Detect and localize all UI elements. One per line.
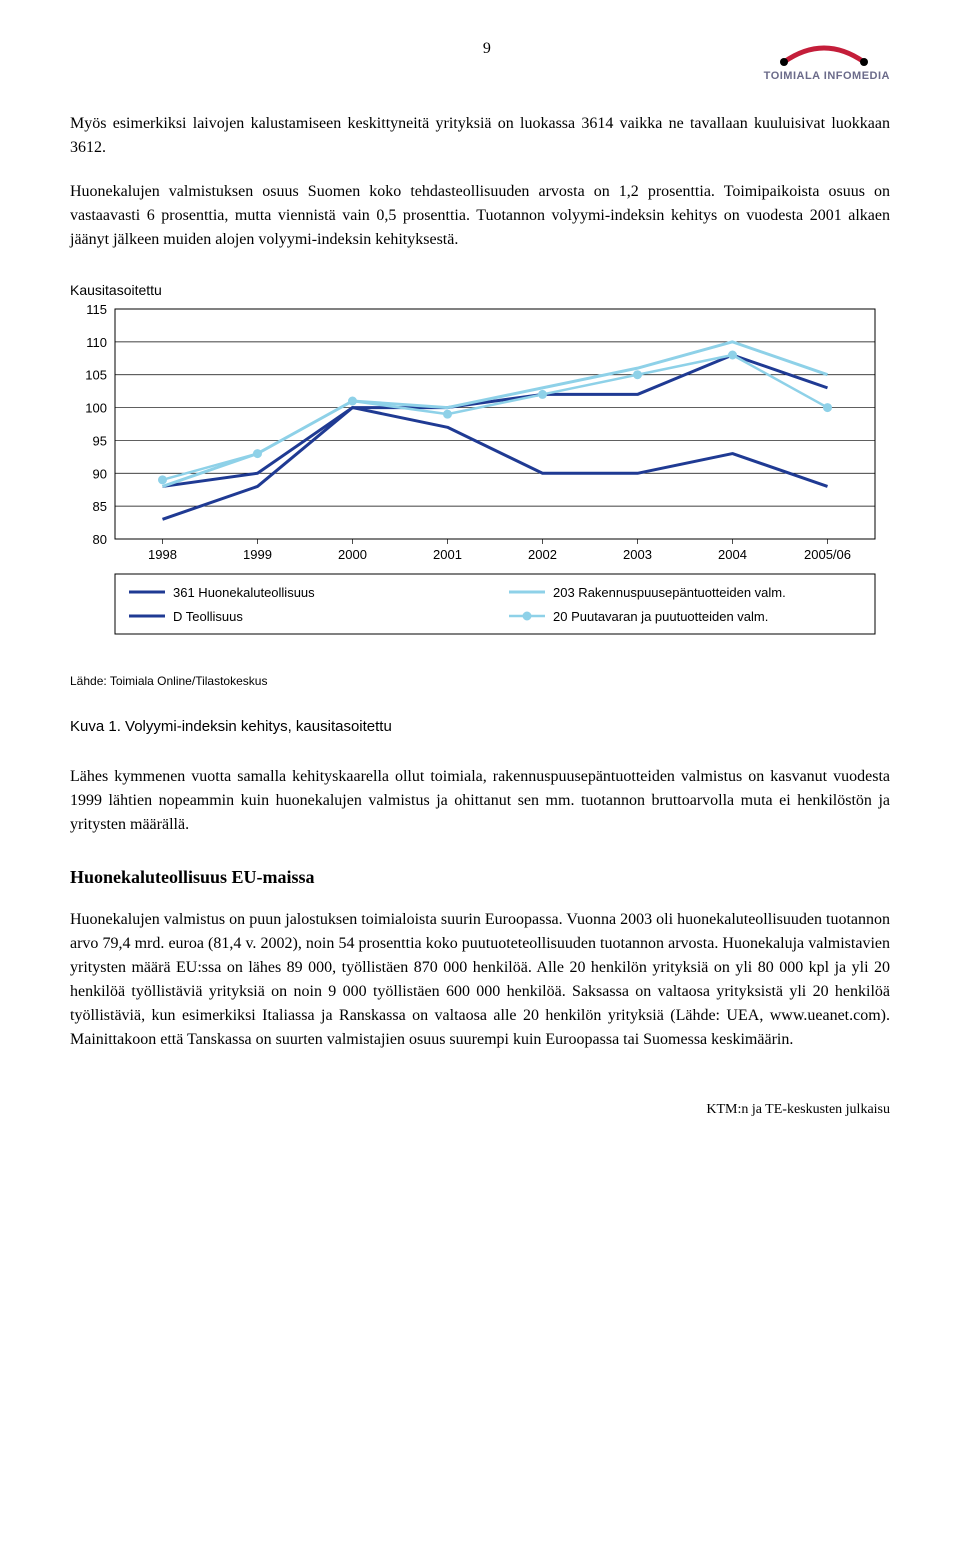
svg-text:105: 105: [85, 368, 107, 383]
svg-text:1999: 1999: [243, 547, 272, 562]
svg-text:95: 95: [93, 433, 107, 448]
logo-text: TOIMIALA INFOMEDIA: [764, 70, 890, 82]
svg-text:2002: 2002: [528, 547, 557, 562]
svg-text:100: 100: [85, 401, 107, 416]
svg-text:115: 115: [86, 304, 107, 317]
logo-arc-icon: [764, 40, 884, 68]
svg-text:90: 90: [93, 466, 107, 481]
page-number: 9: [210, 40, 764, 58]
page-header: 9 TOIMIALA INFOMEDIA: [70, 40, 890, 82]
paragraph-intro-2: Huonekalujen valmistuksen osuus Suomen k…: [70, 180, 890, 252]
paragraph-body-1: Lähes kymmenen vuotta samalla kehityskaa…: [70, 765, 890, 837]
svg-text:361 Huonekaluteollisuus: 361 Huonekaluteollisuus: [173, 585, 315, 600]
svg-text:1998: 1998: [148, 547, 177, 562]
svg-text:2001: 2001: [433, 547, 462, 562]
chart-canvas: 80 85 90 95 100 105 110 115 1998 1999 2000 2001 2002…: [70, 304, 890, 664]
svg-text:2003: 2003: [623, 547, 652, 562]
svg-text:D Teollisuus: D Teollisuus: [173, 609, 243, 624]
paragraph-intro-1: Myös esimerkiksi laivojen kalustamiseen …: [70, 112, 890, 160]
page-footer: KTM:n ja TE-keskusten julkaisu: [70, 1102, 890, 1118]
svg-text:2004: 2004: [718, 547, 747, 562]
brand-logo: TOIMIALA INFOMEDIA: [764, 40, 890, 82]
figure-caption: Kuva 1. Volyymi-indeksin kehitys, kausit…: [70, 718, 890, 735]
svg-text:2005/06: 2005/06: [804, 547, 851, 562]
chart-title: Kausitasoitettu: [70, 282, 890, 298]
section-heading-eu: Huonekaluteollisuus EU-maissa: [70, 867, 890, 888]
svg-text:85: 85: [93, 499, 107, 514]
chart-source: Lähde: Toimiala Online/Tilastokeskus: [70, 674, 890, 688]
svg-text:203 Rakennuspuusepäntuotteiden: 203 Rakennuspuusepäntuotteiden valm.: [553, 585, 786, 600]
svg-text:20 Puutavaran ja puutuotteiden: 20 Puutavaran ja puutuotteiden valm.: [553, 609, 768, 624]
paragraph-body-2: Huonekalujen valmistus on puun jalostuks…: [70, 908, 890, 1052]
svg-text:80: 80: [93, 532, 107, 547]
svg-text:2000: 2000: [338, 547, 367, 562]
volume-index-chart: Kausitasoitettu 80 85 90 95 100 105 110 115 1998…: [70, 282, 890, 688]
svg-text:110: 110: [86, 335, 107, 350]
